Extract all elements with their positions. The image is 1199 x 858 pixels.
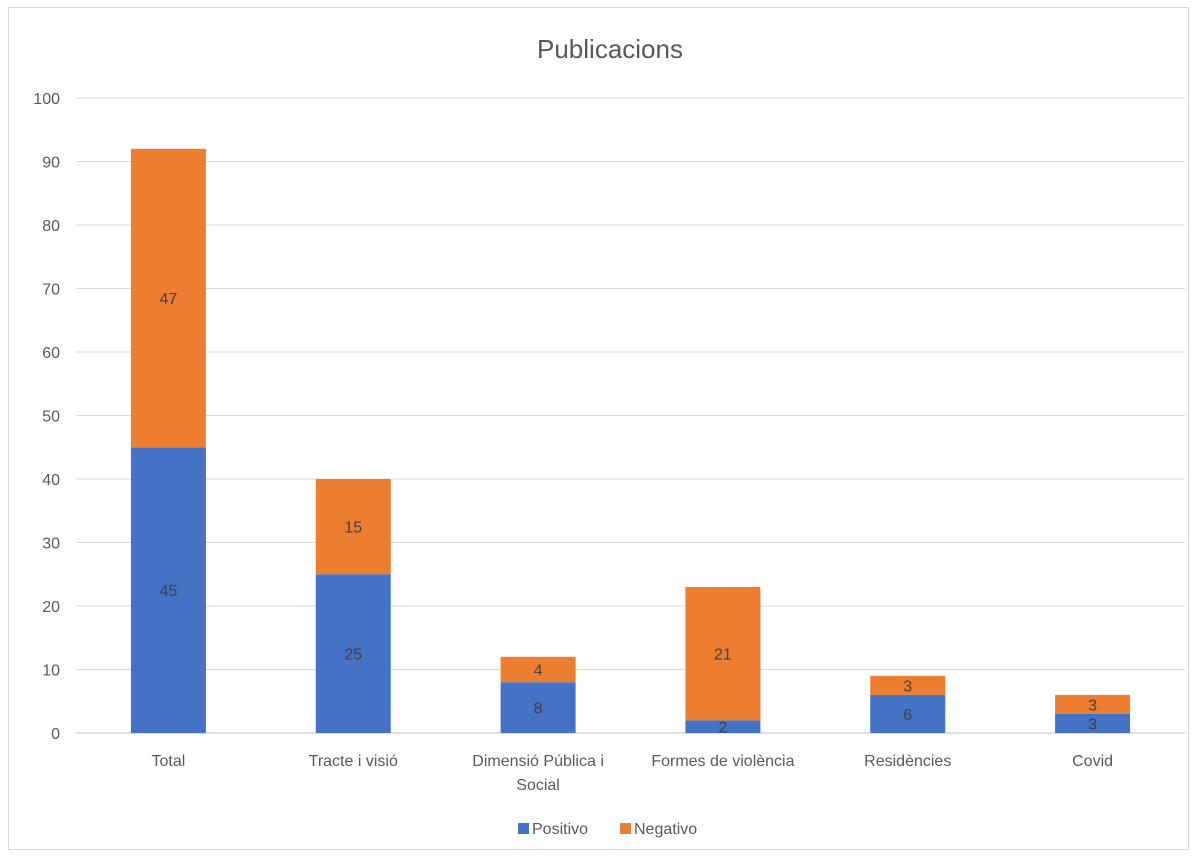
- bar-negativo: [500, 656, 576, 683]
- bar-positivo: [1055, 713, 1131, 733]
- grid-lines: [76, 97, 1185, 734]
- y-tick-label: 100: [33, 91, 60, 108]
- legend-swatch-positivo: [518, 823, 529, 834]
- bar-positivo: [130, 447, 206, 733]
- y-tick-label: 40: [42, 472, 60, 489]
- x-category-label: Social: [516, 777, 560, 794]
- y-tick-label: 70: [42, 282, 60, 299]
- y-tick-label: 60: [42, 345, 60, 362]
- legend-swatch-negativo: [620, 823, 631, 834]
- legend-label: Positivo: [532, 821, 588, 838]
- x-category-label: Residències: [864, 753, 951, 770]
- data-label: 2: [718, 720, 727, 737]
- bar-negativo: [315, 479, 391, 575]
- y-tick-label: 80: [42, 218, 60, 235]
- bar-positivo: [315, 574, 391, 733]
- data-label: 25: [344, 647, 362, 664]
- x-category-label: Dimensió Pública i: [472, 753, 604, 770]
- bar-positivo: [685, 720, 761, 733]
- bar-negativo: [1055, 694, 1131, 714]
- axis-labels: 0 10 20 30 40 50 60 70 80 90 100 Total Tracte i visi…: [33, 91, 1113, 794]
- data-label: 3: [1088, 697, 1097, 714]
- y-tick-label: 10: [42, 663, 60, 680]
- bar-negativo: [870, 675, 946, 695]
- data-label: 3: [903, 678, 912, 695]
- x-category-label: Total: [152, 753, 186, 770]
- x-category-label: Covid: [1072, 753, 1113, 770]
- y-tick-label: 90: [42, 155, 60, 172]
- data-label: 21: [714, 647, 732, 664]
- data-labels: 45 47 25 15 8 4 2 21 6 3 3 3: [160, 291, 1098, 737]
- legend-label: Negativo: [634, 821, 697, 838]
- chart-title: Publicacions: [537, 34, 683, 64]
- bar-positivo: [870, 694, 946, 733]
- bar-negativo: [685, 586, 761, 721]
- legend: Positivo Negativo: [518, 821, 697, 838]
- y-tick-label: 50: [42, 409, 60, 426]
- data-label: 8: [534, 701, 543, 718]
- data-label: 3: [1088, 716, 1097, 733]
- data-label: 4: [534, 663, 543, 680]
- bar-negativo: [130, 148, 206, 448]
- y-tick-label: 20: [42, 599, 60, 616]
- bar-positivo: [500, 682, 576, 733]
- data-label: 15: [344, 520, 362, 537]
- bars: [130, 148, 1131, 733]
- data-label: 6: [903, 707, 912, 724]
- y-tick-label: 0: [51, 726, 60, 743]
- data-label: 47: [160, 291, 178, 308]
- x-category-label: Formes de violència: [651, 753, 794, 770]
- data-label: 45: [160, 583, 178, 600]
- y-tick-label: 30: [42, 536, 60, 553]
- x-category-label: Tracte i visió: [309, 753, 398, 770]
